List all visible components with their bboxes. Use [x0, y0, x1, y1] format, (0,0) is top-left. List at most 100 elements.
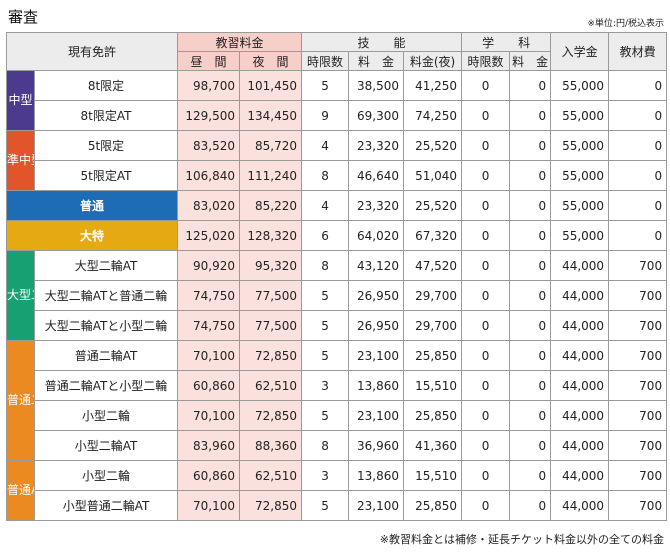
materials-fee: 0: [608, 130, 668, 161]
academic-hours: 0: [461, 370, 511, 401]
academic-hours: 0: [461, 250, 511, 281]
skill-fee-night: 41,360: [403, 430, 463, 461]
table-row: 準中型5t限定83,52085,720423,32025,5200055,000…: [6, 130, 668, 191]
tuition-night: 72,850: [239, 340, 303, 371]
academic-fee: 0: [509, 430, 552, 461]
skill-fee: 13,860: [348, 460, 405, 491]
table-row: 5t限定AT 106,840 111,240 8 46,640 51,040 0 0 55,00…: [7, 160, 668, 191]
tuition-day: 74,750: [177, 310, 241, 341]
skill-hours: 3: [301, 460, 350, 491]
tuition-day: 83,520: [177, 130, 241, 161]
academic-hours: 0: [461, 70, 511, 101]
skill-fee: 13,860: [348, 370, 405, 401]
skill-fee: 26,950: [348, 310, 405, 341]
materials-fee: 700: [608, 310, 668, 341]
tuition-night: 62,510: [239, 460, 303, 491]
group-label: 準中型: [6, 130, 35, 191]
materials-fee: 700: [608, 430, 668, 461]
license-name: 普通二輪AT: [33, 340, 179, 371]
academic-hours: 0: [461, 160, 511, 191]
admission-fee: 44,000: [550, 460, 610, 491]
header-night: 夜 間: [239, 51, 303, 71]
tuition-day: 125,020: [177, 220, 241, 251]
tuition-night: 88,360: [239, 430, 303, 461]
skill-fee: 46,640: [348, 160, 405, 191]
skill-fee: 23,320: [348, 130, 405, 161]
skill-hours: 4: [301, 190, 350, 221]
tuition-night: 101,450: [239, 70, 303, 101]
academic-hours: 0: [461, 310, 511, 341]
admission-fee: 55,000: [550, 100, 610, 131]
materials-fee: 700: [608, 400, 668, 431]
skill-fee: 36,960: [348, 430, 405, 461]
academic-hours: 0: [461, 220, 511, 251]
academic-fee: 0: [509, 400, 552, 431]
tuition-night: 62,510: [239, 370, 303, 401]
admission-fee: 55,000: [550, 130, 610, 161]
admission-fee: 44,000: [550, 400, 610, 431]
academic-hours: 0: [461, 430, 511, 461]
academic-hours: 0: [461, 460, 511, 491]
skill-fee-night: 15,510: [403, 460, 463, 491]
academic-fee: 0: [509, 340, 552, 371]
skill-fee: 23,100: [348, 340, 405, 371]
footnote: ※教習料金とは補修・延長チケット料金以外の全ての料金: [379, 533, 664, 546]
tuition-night: 95,320: [239, 250, 303, 281]
admission-fee: 44,000: [550, 250, 610, 281]
license-name: 普通: [5, 190, 179, 221]
license-name: 小型二輪: [33, 400, 179, 431]
license-name: 大型二輪ATと小型二輪: [33, 310, 179, 341]
header-materials: 教材費: [608, 32, 668, 71]
table-row: 普通 83,020 85,220 4 23,320 25,520 0 0 55,000 0: [5, 190, 668, 221]
academic-fee: 0: [509, 250, 552, 281]
table-row: 小型普通二輪AT 70,100 72,850 5 23,100 25,850 0 0 44,00…: [7, 490, 668, 521]
tuition-day: 106,840: [177, 160, 241, 191]
group-label: 中型: [6, 70, 35, 131]
skill-fee-night: 74,250: [403, 100, 463, 131]
academic-fee: 0: [509, 190, 552, 221]
skill-fee: 38,500: [348, 70, 405, 101]
header-academic: 学 科: [461, 32, 552, 52]
admission-fee: 44,000: [550, 370, 610, 401]
materials-fee: 0: [608, 160, 668, 191]
table-row: 大型二輪大型二輪AT90,92095,320843,12047,5200044,…: [6, 250, 668, 341]
admission-fee: 55,000: [550, 220, 610, 251]
skill-fee-night: 41,250: [403, 70, 463, 101]
skill-fee: 43,120: [348, 250, 405, 281]
materials-fee: 0: [608, 70, 668, 101]
skill-fee-night: 25,520: [403, 190, 463, 221]
tuition-day: 74,750: [177, 280, 241, 311]
license-name: 5t限定AT: [33, 160, 179, 191]
tuition-night: 85,220: [239, 190, 303, 221]
skill-fee-night: 25,850: [403, 340, 463, 371]
group-label: 普通二輪: [6, 340, 35, 461]
skill-hours: 8: [301, 160, 350, 191]
tuition-night: 72,850: [239, 490, 303, 521]
materials-fee: 700: [608, 370, 668, 401]
license-name: 大型二輪ATと普通二輪: [33, 280, 179, 311]
academic-hours: 0: [461, 130, 511, 161]
tuition-night: 134,450: [239, 100, 303, 131]
academic-fee: 0: [509, 370, 552, 401]
skill-hours: 9: [301, 100, 350, 131]
table-row: 小型二輪AT 83,960 88,360 8 36,960 41,360 0 0 44,000 7…: [7, 430, 668, 461]
license-name: 大特: [5, 220, 179, 251]
academic-fee: 0: [509, 70, 552, 101]
academic-fee: 0: [509, 100, 552, 131]
tuition-day: 83,960: [177, 430, 241, 461]
academic-hours: 0: [461, 400, 511, 431]
admission-fee: 44,000: [550, 430, 610, 461]
tuition-day: 70,100: [177, 340, 241, 371]
page-title: 審査: [8, 8, 39, 26]
skill-hours: 5: [301, 340, 350, 371]
license-name: 大型二輪AT: [33, 250, 179, 281]
academic-fee: 0: [509, 220, 552, 251]
skill-hours: 5: [301, 70, 350, 101]
header-fee-night: 料金(夜): [403, 51, 463, 71]
materials-fee: 0: [608, 190, 668, 221]
materials-fee: 700: [608, 460, 668, 491]
skill-hours: 5: [301, 310, 350, 341]
skill-hours: 4: [301, 130, 350, 161]
table-row: 普通二輪普通二輪AT70,10072,850523,10025,8500044,…: [6, 340, 668, 461]
unit-note: ※単位:円/税込表示: [587, 19, 664, 29]
